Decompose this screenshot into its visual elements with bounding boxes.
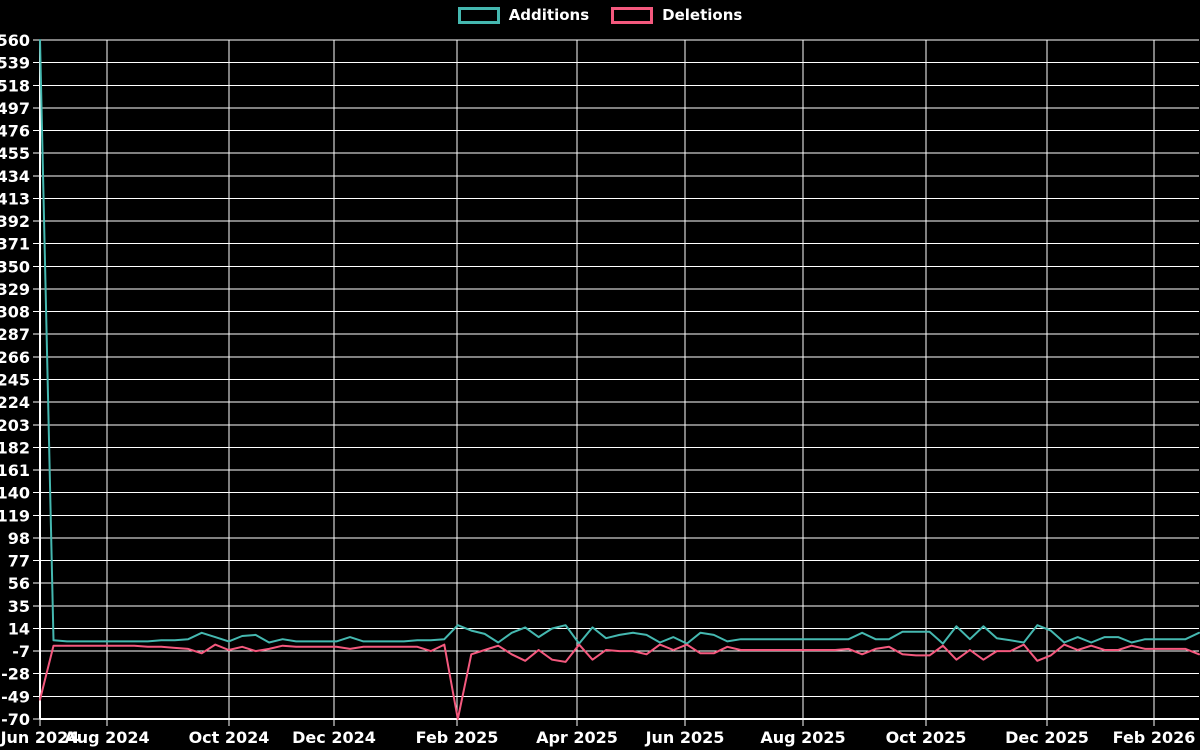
legend-item-deletions[interactable]: Deletions (611, 7, 742, 24)
svg-text:560: 560 (0, 31, 30, 50)
svg-text:Oct 2025: Oct 2025 (886, 728, 967, 747)
deletions-swatch-icon (611, 7, 654, 24)
additions-swatch-icon (457, 7, 500, 24)
svg-text:371: 371 (0, 235, 30, 254)
svg-text:98: 98 (8, 529, 30, 548)
svg-text:Dec 2025: Dec 2025 (1005, 728, 1089, 747)
svg-text:245: 245 (0, 371, 30, 390)
svg-text:Apr 2025: Apr 2025 (536, 728, 618, 747)
svg-text:350: 350 (0, 257, 30, 276)
svg-text:203: 203 (0, 416, 30, 435)
svg-text:518: 518 (0, 76, 30, 95)
svg-text:77: 77 (8, 552, 30, 571)
svg-text:392: 392 (0, 212, 30, 231)
svg-text:Aug 2024: Aug 2024 (64, 728, 149, 747)
deletions-line (39, 643, 1200, 720)
svg-text:Jun 2024: Jun 2024 (0, 728, 79, 747)
svg-text:-49: -49 (1, 687, 30, 706)
svg-text:434: 434 (0, 167, 30, 186)
svg-text:497: 497 (0, 99, 30, 118)
svg-text:476: 476 (0, 122, 30, 141)
svg-text:119: 119 (0, 506, 30, 525)
svg-text:Oct 2024: Oct 2024 (189, 728, 270, 747)
svg-text:329: 329 (0, 280, 30, 299)
svg-text:Dec 2024: Dec 2024 (292, 728, 376, 747)
svg-text:161: 161 (0, 461, 30, 480)
svg-text:Aug 2025: Aug 2025 (760, 728, 845, 747)
additions-line (39, 39, 1200, 645)
svg-text:182: 182 (0, 438, 30, 457)
svg-text:413: 413 (0, 189, 30, 208)
legend-item-additions[interactable]: Additions (457, 6, 590, 24)
svg-text:287: 287 (0, 325, 30, 344)
svg-text:14: 14 (8, 620, 30, 639)
svg-text:266: 266 (0, 348, 30, 367)
svg-text:539: 539 (0, 54, 30, 73)
svg-text:455: 455 (0, 144, 30, 163)
legend-label-additions: Additions (508, 6, 590, 24)
svg-text:Feb 2026: Feb 2026 (1113, 728, 1196, 747)
svg-text:-7: -7 (12, 642, 30, 661)
legend-label-deletions: Deletions (662, 6, 743, 24)
svg-text:Jun 2025: Jun 2025 (645, 728, 725, 747)
svg-text:35: 35 (8, 597, 30, 616)
svg-text:308: 308 (0, 303, 30, 322)
svg-text:56: 56 (8, 574, 30, 593)
svg-text:-70: -70 (1, 710, 30, 729)
chart-legend: Additions Deletions (0, 7, 1200, 24)
svg-text:224: 224 (0, 393, 30, 412)
svg-text:-28: -28 (1, 665, 30, 684)
svg-text:140: 140 (0, 484, 30, 503)
svg-text:Feb 2025: Feb 2025 (416, 728, 499, 747)
